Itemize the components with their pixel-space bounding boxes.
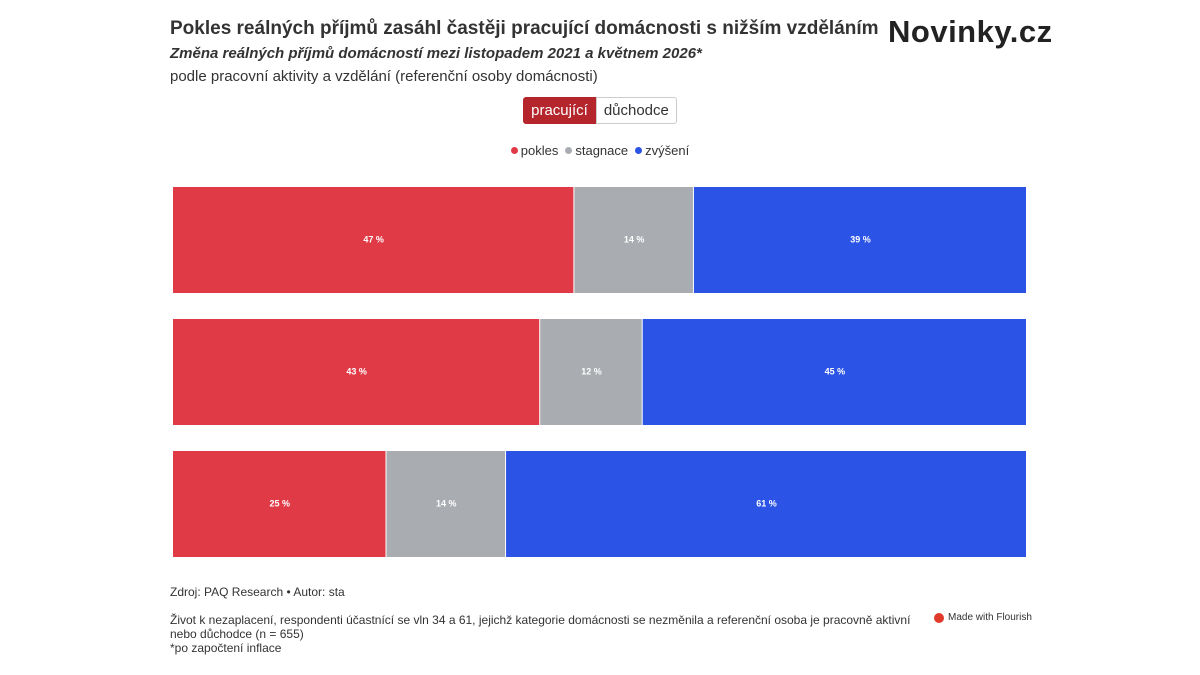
bar-segment	[173, 187, 574, 293]
filter-button[interactable]: důchodce	[595, 97, 677, 124]
source: Zdroj: PAQ Research • Autor: sta	[170, 585, 345, 599]
legend-swatch	[565, 147, 573, 154]
bar-segment	[693, 187, 1026, 293]
chart-title: Pokles reálných příjmů zasáhl častěji pr…	[170, 18, 879, 39]
bar-segment	[173, 451, 386, 557]
value-label: 39 %	[850, 234, 871, 244]
credit[interactable]: Made with Flourish	[948, 612, 1032, 623]
bar-segment	[540, 319, 642, 425]
bar-segment	[574, 187, 693, 293]
value-label: 43 %	[346, 366, 367, 376]
bar-segment	[642, 319, 1026, 425]
legend-swatch	[510, 147, 518, 154]
chart-description: podle pracovní aktivity a vzdělání (refe…	[170, 68, 598, 85]
note: *po započtení inflace	[170, 641, 282, 655]
value-label: 14 %	[436, 498, 457, 508]
bar-segment	[386, 451, 506, 557]
value-label: 61 %	[756, 498, 777, 508]
note: nebo důchodce (n = 655)	[170, 627, 304, 641]
legend-label: stagnace	[575, 143, 629, 158]
value-label: 25 %	[269, 498, 290, 508]
filter-group: pracující důchodce	[0, 97, 1200, 124]
value-label: 14 %	[624, 234, 645, 244]
filter-button[interactable]: pracující	[523, 97, 596, 124]
legend-item[interactable]: stagnace	[565, 143, 628, 158]
legend-item[interactable]: zvýšení	[635, 143, 689, 158]
legend-item[interactable]: pokles	[510, 143, 559, 158]
bar-segment	[173, 319, 540, 425]
flourish-icon	[934, 613, 944, 623]
value-label: 45 %	[825, 366, 846, 376]
legend-label: pokles	[520, 143, 559, 158]
bar-segment	[506, 451, 1026, 557]
logo[interactable]: Novinky.cz	[888, 14, 1053, 49]
chart-subtitle: Změna reálných příjmů domácností mezi li…	[170, 45, 702, 62]
legend-label: zvýšení	[645, 143, 690, 158]
legend: pokles stagnace zvýšení	[0, 143, 1200, 158]
legend-swatch	[635, 147, 643, 154]
value-label: 12 %	[581, 366, 602, 376]
note: Život k nezaplacení, respondenti účastní…	[170, 613, 911, 627]
value-label: 47 %	[363, 234, 384, 244]
